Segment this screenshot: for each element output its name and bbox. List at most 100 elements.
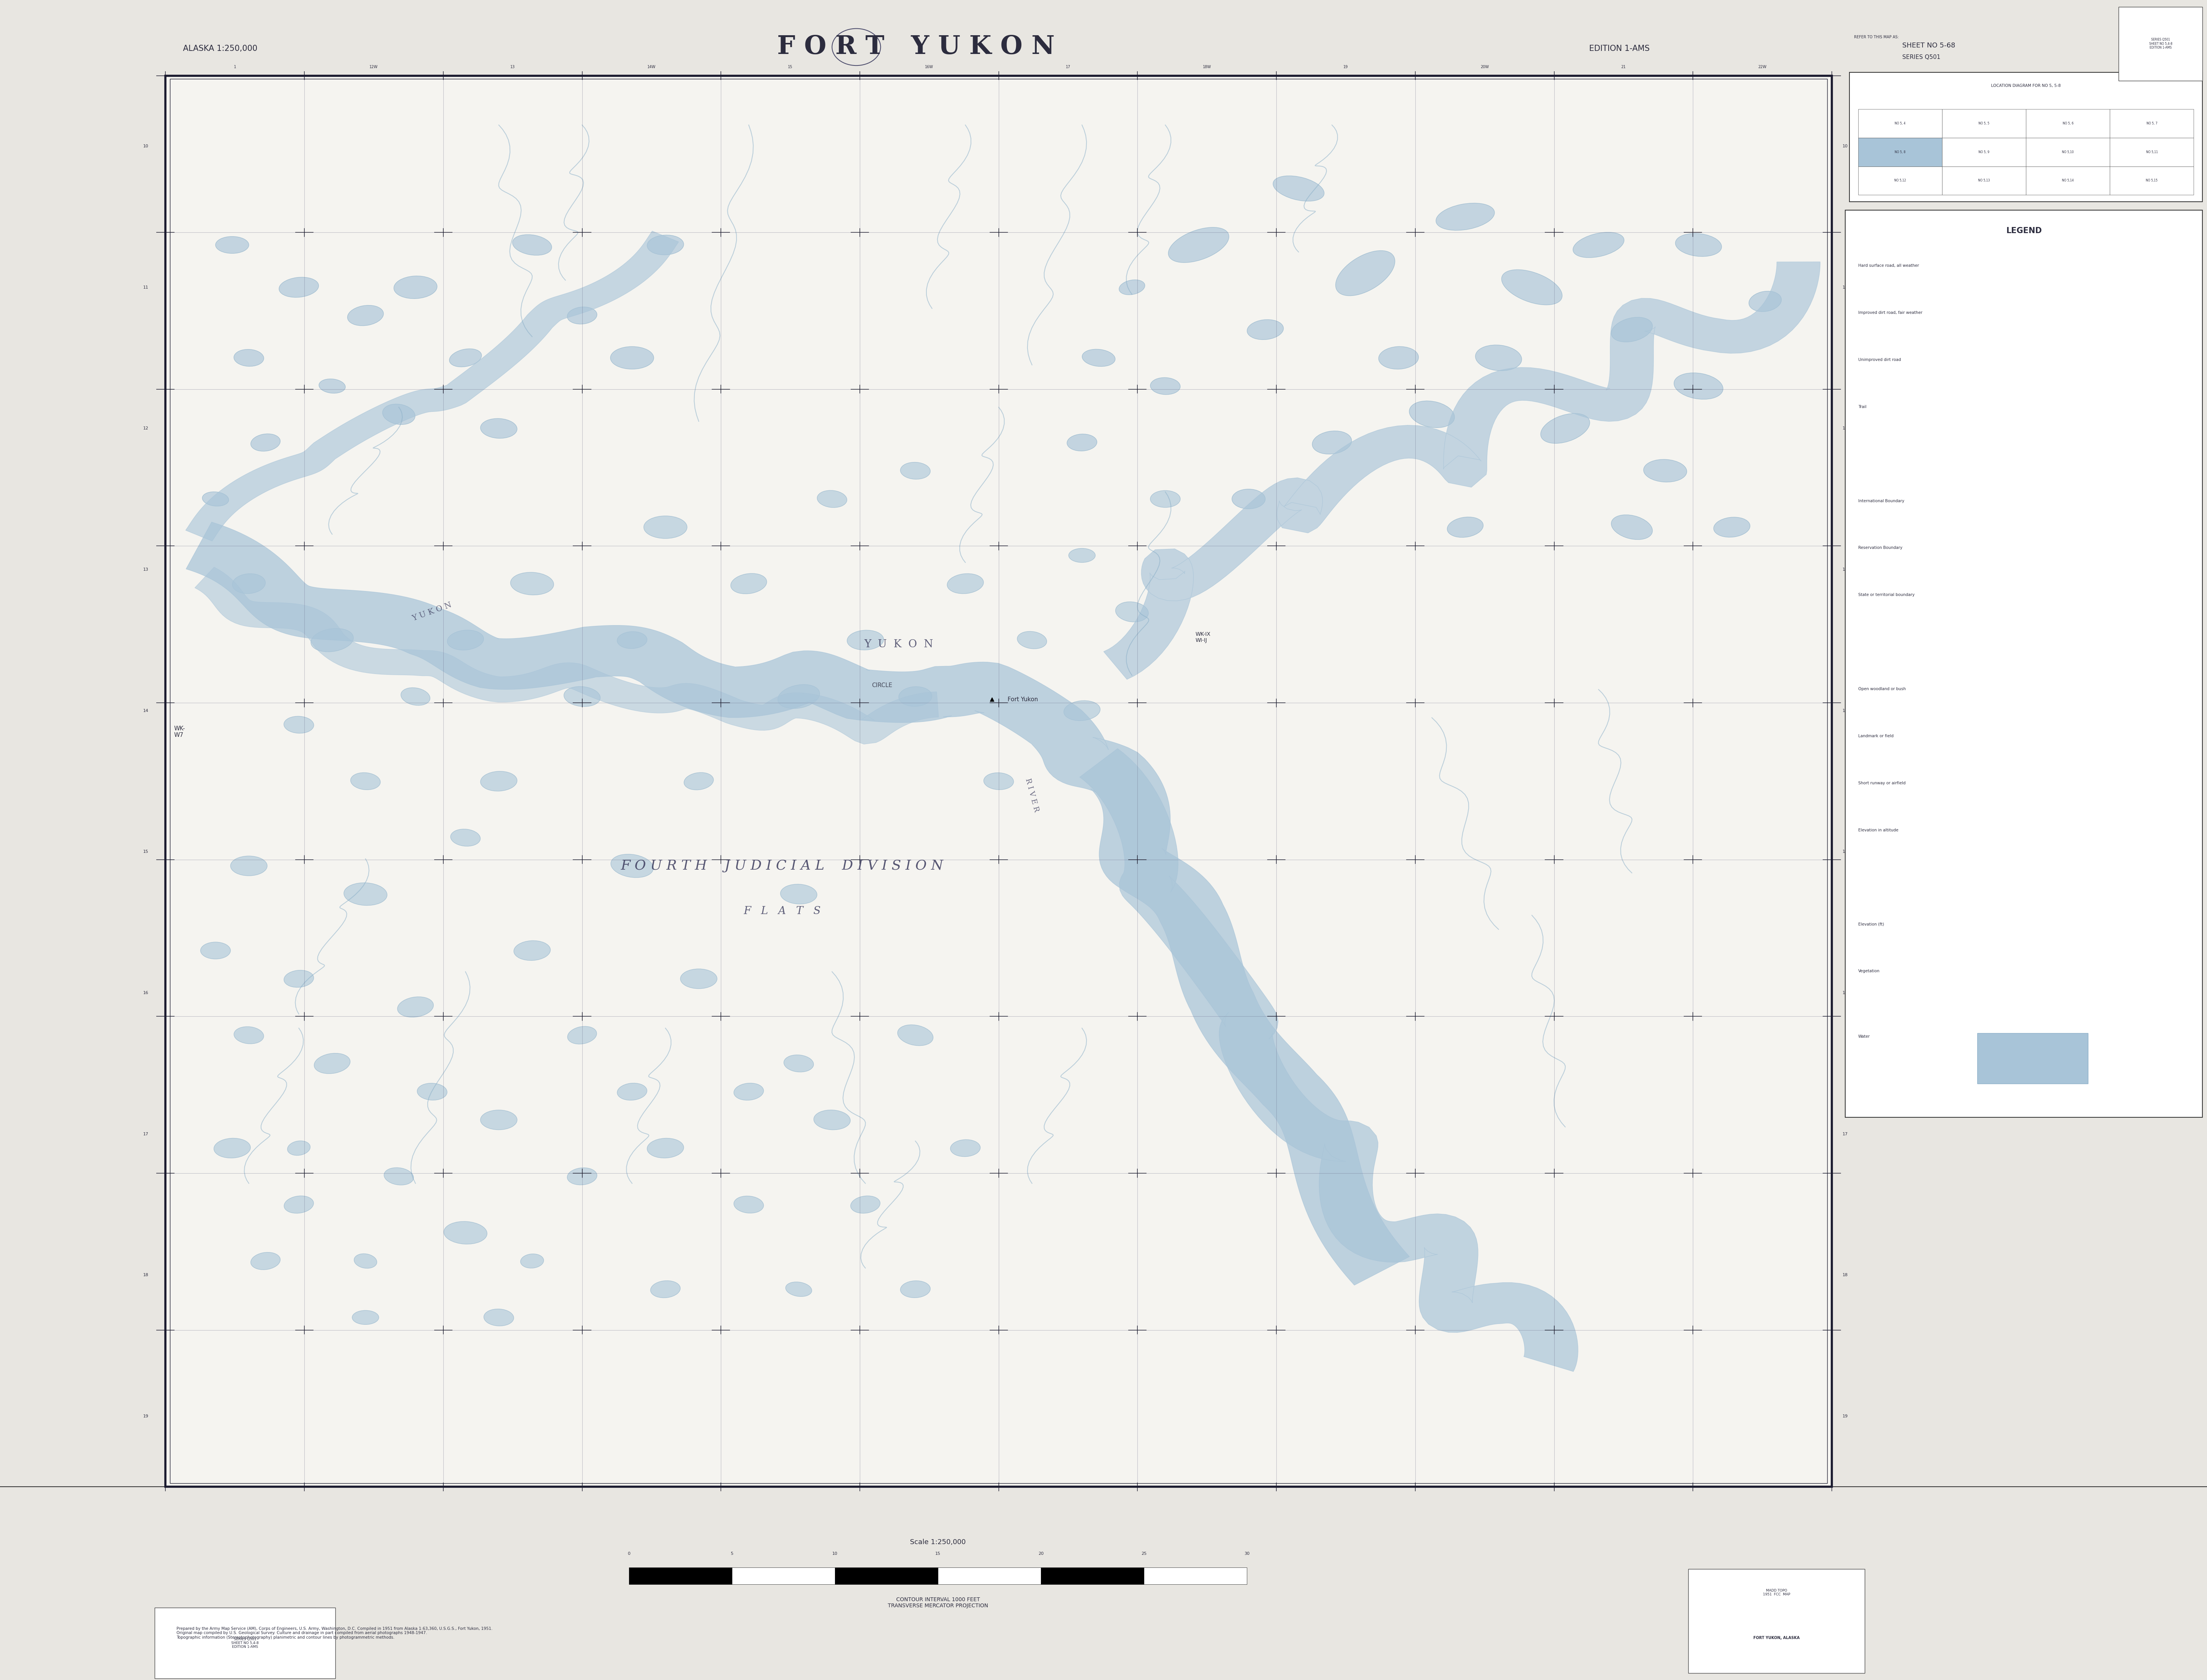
Text: ALASKA 1:250,000: ALASKA 1:250,000: [183, 45, 258, 52]
Text: Trail: Trail: [1858, 405, 1867, 408]
Ellipse shape: [351, 773, 380, 790]
Text: 11: 11: [1843, 286, 1847, 289]
Text: NO 5,13: NO 5,13: [1977, 178, 1991, 183]
Text: MADD TOPO
1951  FCC  MAP: MADD TOPO 1951 FCC MAP: [1763, 1589, 1790, 1596]
Ellipse shape: [1448, 517, 1483, 538]
Bar: [1942, 166, 2026, 195]
Text: 16: 16: [143, 991, 148, 995]
Ellipse shape: [1644, 459, 1686, 482]
Text: WK-
W7: WK- W7: [174, 726, 185, 738]
Text: EDITION 1-AMS: EDITION 1-AMS: [1589, 45, 1649, 52]
Text: 15: 15: [1843, 850, 1847, 853]
Text: 17: 17: [143, 1132, 148, 1136]
Ellipse shape: [448, 630, 483, 650]
Ellipse shape: [1150, 491, 1181, 507]
Ellipse shape: [353, 1310, 380, 1324]
Ellipse shape: [397, 996, 433, 1016]
Text: NO 5,11: NO 5,11: [2145, 150, 2158, 155]
Ellipse shape: [847, 630, 883, 650]
Ellipse shape: [1115, 601, 1148, 622]
Text: SHEET NO 5-68: SHEET NO 5-68: [1902, 42, 1955, 49]
Polygon shape: [194, 568, 938, 744]
Ellipse shape: [647, 235, 684, 255]
Bar: [1977, 1033, 2088, 1084]
Bar: [1858, 109, 1942, 138]
Text: Hard surface road, all weather: Hard surface road, all weather: [1858, 264, 1920, 267]
Ellipse shape: [201, 942, 230, 959]
Ellipse shape: [1064, 701, 1099, 721]
Text: CIRCLE: CIRCLE: [872, 682, 892, 689]
Ellipse shape: [618, 1084, 647, 1100]
Bar: [1849, 72, 2203, 202]
Text: 14: 14: [1843, 709, 1847, 712]
Ellipse shape: [567, 1026, 596, 1043]
Ellipse shape: [234, 1026, 263, 1043]
Ellipse shape: [1410, 402, 1454, 428]
Ellipse shape: [684, 773, 713, 790]
Ellipse shape: [567, 307, 596, 324]
Text: 17: 17: [1843, 1132, 1847, 1136]
Ellipse shape: [1675, 234, 1721, 257]
Text: Fort Yukon: Fort Yukon: [1006, 697, 1037, 702]
Ellipse shape: [1379, 346, 1419, 370]
Ellipse shape: [814, 1110, 850, 1131]
Bar: [2119, 7, 2203, 81]
Ellipse shape: [313, 1053, 351, 1074]
Text: F   L   A   T   S: F L A T S: [744, 906, 821, 916]
Bar: [1042, 1567, 1143, 1584]
Text: 19: 19: [1843, 1415, 1847, 1418]
Text: Short runway or airfield: Short runway or airfield: [1858, 781, 1905, 785]
Ellipse shape: [735, 1084, 764, 1100]
Text: Improved dirt road, fair weather: Improved dirt road, fair weather: [1858, 311, 1922, 314]
Ellipse shape: [510, 573, 554, 595]
Bar: [2110, 138, 2194, 166]
Ellipse shape: [234, 349, 265, 366]
Text: NO 5,10: NO 5,10: [2061, 150, 2075, 155]
Text: CONTOUR INTERVAL 1000 FEET
TRANSVERSE MERCATOR PROJECTION: CONTOUR INTERVAL 1000 FEET TRANSVERSE ME…: [887, 1598, 989, 1608]
Ellipse shape: [353, 1253, 377, 1268]
Ellipse shape: [1313, 430, 1351, 454]
Ellipse shape: [567, 1168, 596, 1184]
Bar: [1858, 166, 1942, 195]
Text: LOCATION DIAGRAM FOR NO 5, 5-8: LOCATION DIAGRAM FOR NO 5, 5-8: [1991, 84, 2061, 87]
Text: R I V E R: R I V E R: [1024, 778, 1039, 813]
Ellipse shape: [481, 418, 516, 438]
Text: Y U K O N: Y U K O N: [411, 601, 452, 622]
Bar: [2026, 138, 2110, 166]
Bar: [154, 1608, 335, 1678]
Ellipse shape: [644, 516, 686, 539]
Bar: [166, 76, 1832, 1487]
Ellipse shape: [382, 405, 415, 425]
Text: 14: 14: [143, 709, 148, 712]
Ellipse shape: [521, 1253, 543, 1268]
Ellipse shape: [1540, 413, 1589, 444]
Ellipse shape: [1748, 291, 1781, 311]
Ellipse shape: [444, 1221, 488, 1245]
Text: 20W: 20W: [1481, 66, 1490, 69]
Text: 10: 10: [832, 1552, 839, 1556]
Text: 22W: 22W: [1759, 66, 1766, 69]
Text: Elevation (ft): Elevation (ft): [1858, 922, 1885, 926]
Text: International Boundary: International Boundary: [1858, 499, 1905, 502]
Ellipse shape: [781, 884, 817, 904]
Text: Vegetation: Vegetation: [1858, 969, 1880, 973]
Polygon shape: [185, 232, 678, 541]
Ellipse shape: [817, 491, 847, 507]
Text: NO 5,15: NO 5,15: [2145, 178, 2158, 183]
Bar: [1845, 210, 2203, 1117]
Ellipse shape: [731, 573, 766, 593]
Text: 12: 12: [143, 427, 148, 430]
Ellipse shape: [898, 687, 931, 706]
Text: 15: 15: [936, 1552, 940, 1556]
Text: Open woodland or bush: Open woodland or bush: [1858, 687, 1907, 690]
Ellipse shape: [344, 882, 386, 906]
Ellipse shape: [951, 1139, 980, 1156]
Text: NO 5, 7: NO 5, 7: [2147, 121, 2156, 126]
Bar: [1942, 109, 2026, 138]
Bar: [1858, 138, 1942, 166]
Ellipse shape: [285, 716, 313, 732]
Bar: [166, 76, 1832, 1487]
Text: 1: 1: [234, 66, 236, 69]
Ellipse shape: [1476, 344, 1521, 371]
Ellipse shape: [1501, 270, 1563, 304]
